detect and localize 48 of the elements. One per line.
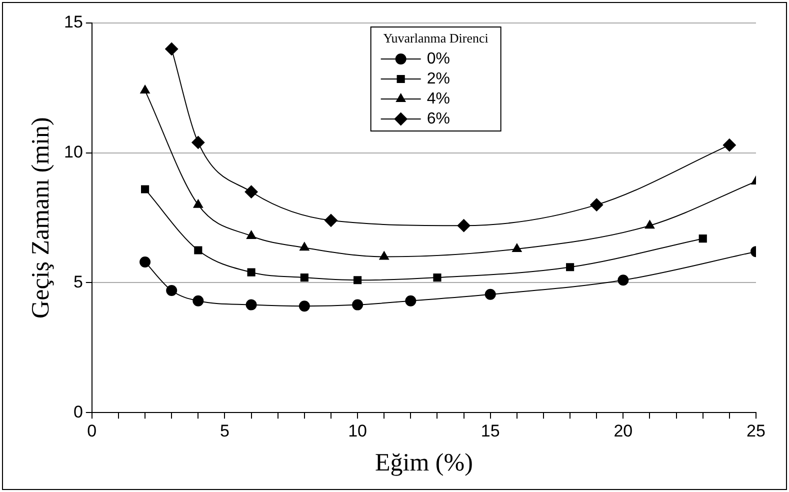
y-tick-label: 5 (73, 272, 83, 292)
y-tick-label: 10 (64, 142, 83, 162)
legend-label: 4% (426, 90, 450, 108)
legend-label: 0% (426, 50, 450, 68)
point (590, 198, 604, 212)
point (698, 234, 707, 243)
y-tick-label: 15 (64, 12, 83, 32)
point (246, 299, 257, 310)
point (354, 276, 362, 284)
x-tick-label: 25 (746, 421, 766, 440)
x-tick-label: 5 (220, 421, 230, 440)
x-tick-label: 0 (87, 421, 97, 440)
x-tick-label: 15 (480, 421, 500, 440)
point (566, 263, 574, 272)
legend-title: Yuvarlanma Direnci (383, 30, 489, 46)
point (193, 199, 203, 208)
point (618, 274, 629, 286)
point (298, 300, 310, 312)
x-tick-label: 20 (614, 421, 633, 440)
legend-label: 2% (426, 70, 450, 88)
point (433, 274, 442, 282)
point (457, 219, 470, 232)
point (247, 268, 256, 276)
point (300, 274, 308, 282)
point (192, 295, 204, 306)
point (140, 256, 151, 268)
point (644, 220, 655, 229)
point (484, 288, 496, 300)
point (141, 185, 150, 194)
y-axis-title: Geçiş Zamanı (min) (28, 117, 55, 318)
x-axis-title: Eğim (%) (375, 450, 473, 477)
point (352, 299, 364, 310)
point (722, 138, 736, 152)
legend-label: 6% (426, 110, 450, 128)
point (192, 136, 205, 149)
point (194, 246, 202, 254)
point (405, 295, 416, 306)
point (166, 285, 178, 296)
x-tick-label: 10 (348, 421, 368, 440)
point (165, 42, 178, 56)
point (244, 185, 258, 198)
point (324, 214, 338, 227)
point (140, 85, 150, 94)
point (246, 230, 256, 239)
point (300, 242, 310, 251)
point (379, 251, 389, 260)
y-tick-label: 0 (73, 402, 83, 422)
point (512, 243, 522, 252)
